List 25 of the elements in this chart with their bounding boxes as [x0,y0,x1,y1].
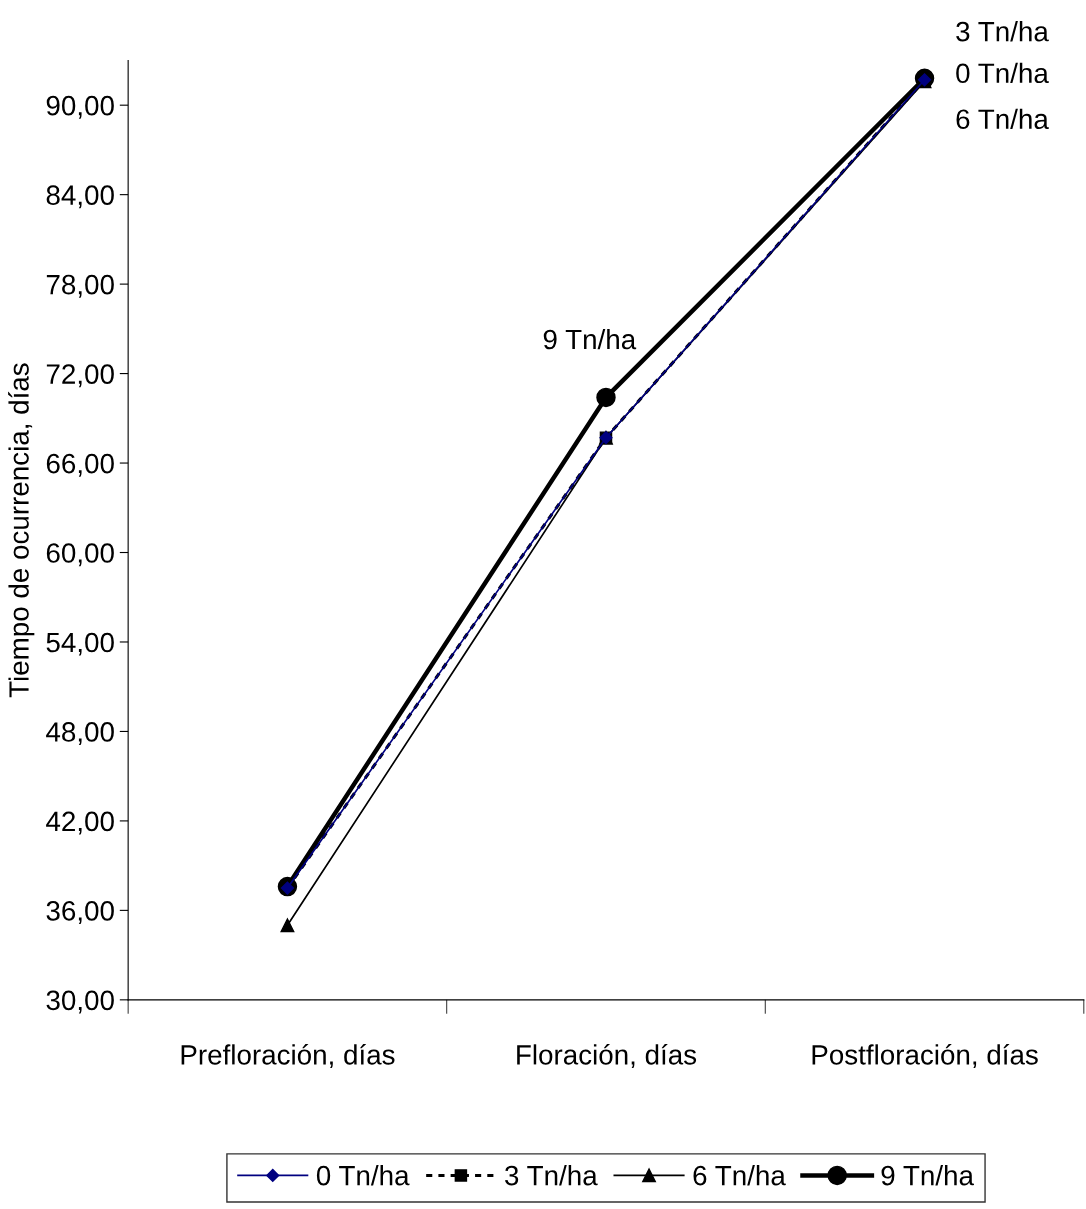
y-tick-label: 36,00 [46,901,114,924]
x-tick-label: Postfloración, días [812,1043,1038,1068]
y-tick-label: 42,00 [46,811,114,835]
annotation: 3 Tn/ha [956,21,1049,42]
y-tick-label: 78,00 [46,274,114,298]
annotation: 6 Tn/ha [956,108,1049,130]
x-tick-label: Prefloración, días [181,1043,395,1068]
y-tick-label: 30,00 [46,990,114,1014]
legend-label: 9 Tn/ha [881,1165,974,1186]
y-tick-label: 54,00 [46,632,114,656]
point [596,387,616,408]
y-tick-label: 72,00 [46,364,114,388]
annotation: 9 Tn/ha [543,328,637,350]
y-tick-label: 60,00 [46,543,114,567]
y-tick-label: 48,00 [46,722,114,746]
legend-label: 6 Tn/ha [693,1165,786,1186]
annotation: 0 Tn/ha [956,62,1049,84]
point [280,918,295,933]
y-tick-label: 90,00 [46,95,114,119]
legend-label: 0 Tn/ha [316,1165,410,1186]
y-axis-title: Tiempo de ocurrencia, días [8,363,35,698]
x-tick-label: Floración, días [517,1043,697,1068]
y-tick-label: 84,00 [46,185,114,209]
y-tick-label: 66,00 [46,453,114,477]
legend-label: 3 Tn/ha [505,1165,598,1186]
